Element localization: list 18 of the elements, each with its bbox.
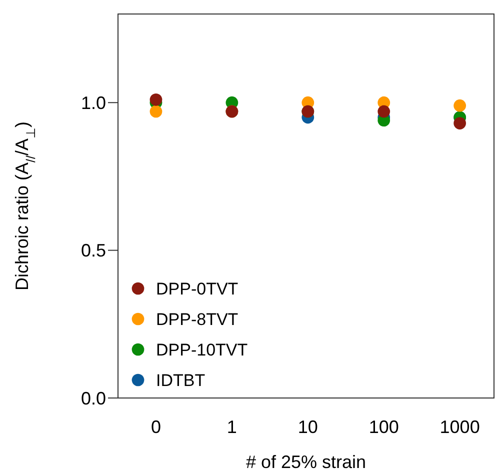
legend-label: DPP-10TVT <box>156 340 248 360</box>
x-tick-label: 0 <box>150 416 161 437</box>
legend-label: DPP-0TVT <box>156 280 238 298</box>
legend-label: DPP-8TVT <box>156 310 238 329</box>
y-tick-label: 0.5 <box>80 240 106 261</box>
y-tick-label: 0.0 <box>80 388 106 408</box>
point <box>150 93 162 106</box>
point <box>150 105 162 118</box>
point <box>454 117 466 130</box>
x-tick-label: 1000 <box>440 416 480 437</box>
legend-label: IDTBT <box>156 371 206 390</box>
point <box>378 105 390 118</box>
x-tick-label: 100 <box>368 416 399 437</box>
point <box>454 99 466 112</box>
x-axis-title: # of 25% strain <box>246 452 366 472</box>
x-tick-label: 10 <box>298 416 318 437</box>
x-tick-label: 1 <box>226 416 237 437</box>
y-tick-label: 1.0 <box>80 93 106 114</box>
